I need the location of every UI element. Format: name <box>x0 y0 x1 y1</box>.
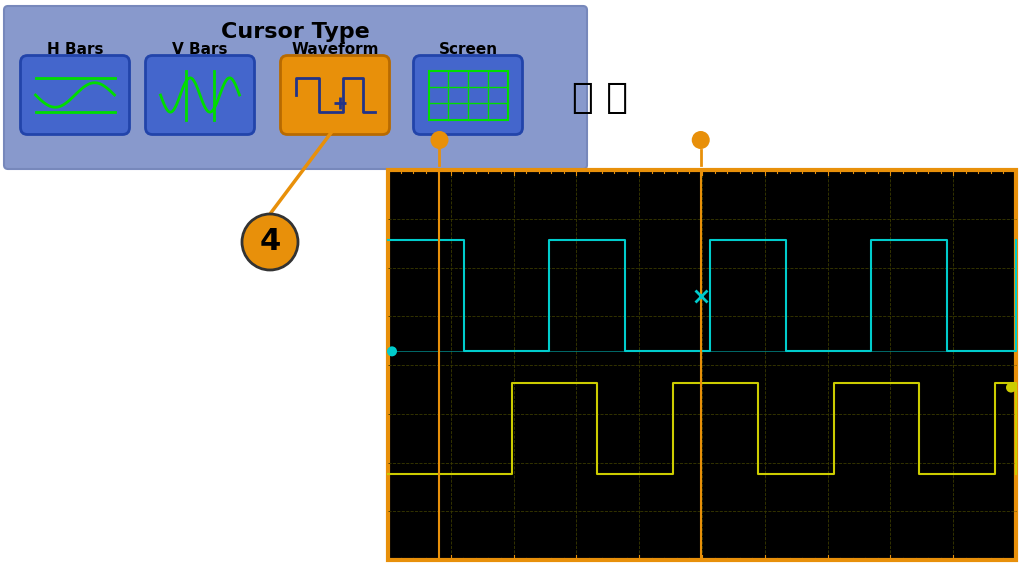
FancyBboxPatch shape <box>281 55 389 134</box>
Text: V Bars: V Bars <box>172 42 227 58</box>
Bar <box>388 170 1016 560</box>
FancyBboxPatch shape <box>414 55 522 134</box>
Bar <box>428 70 508 120</box>
Text: H Bars: H Bars <box>47 42 103 58</box>
Circle shape <box>430 131 449 149</box>
FancyBboxPatch shape <box>4 6 587 169</box>
Text: 4: 4 <box>259 228 281 256</box>
FancyBboxPatch shape <box>20 55 129 134</box>
Text: Waveform: Waveform <box>291 42 379 58</box>
Text: 켜 서: 켜 서 <box>572 81 628 115</box>
Circle shape <box>1006 383 1016 392</box>
Circle shape <box>242 214 298 270</box>
Text: Screen: Screen <box>438 42 498 58</box>
Circle shape <box>387 347 397 356</box>
FancyBboxPatch shape <box>145 55 255 134</box>
Circle shape <box>692 131 710 149</box>
Text: Cursor Type: Cursor Type <box>221 22 370 42</box>
